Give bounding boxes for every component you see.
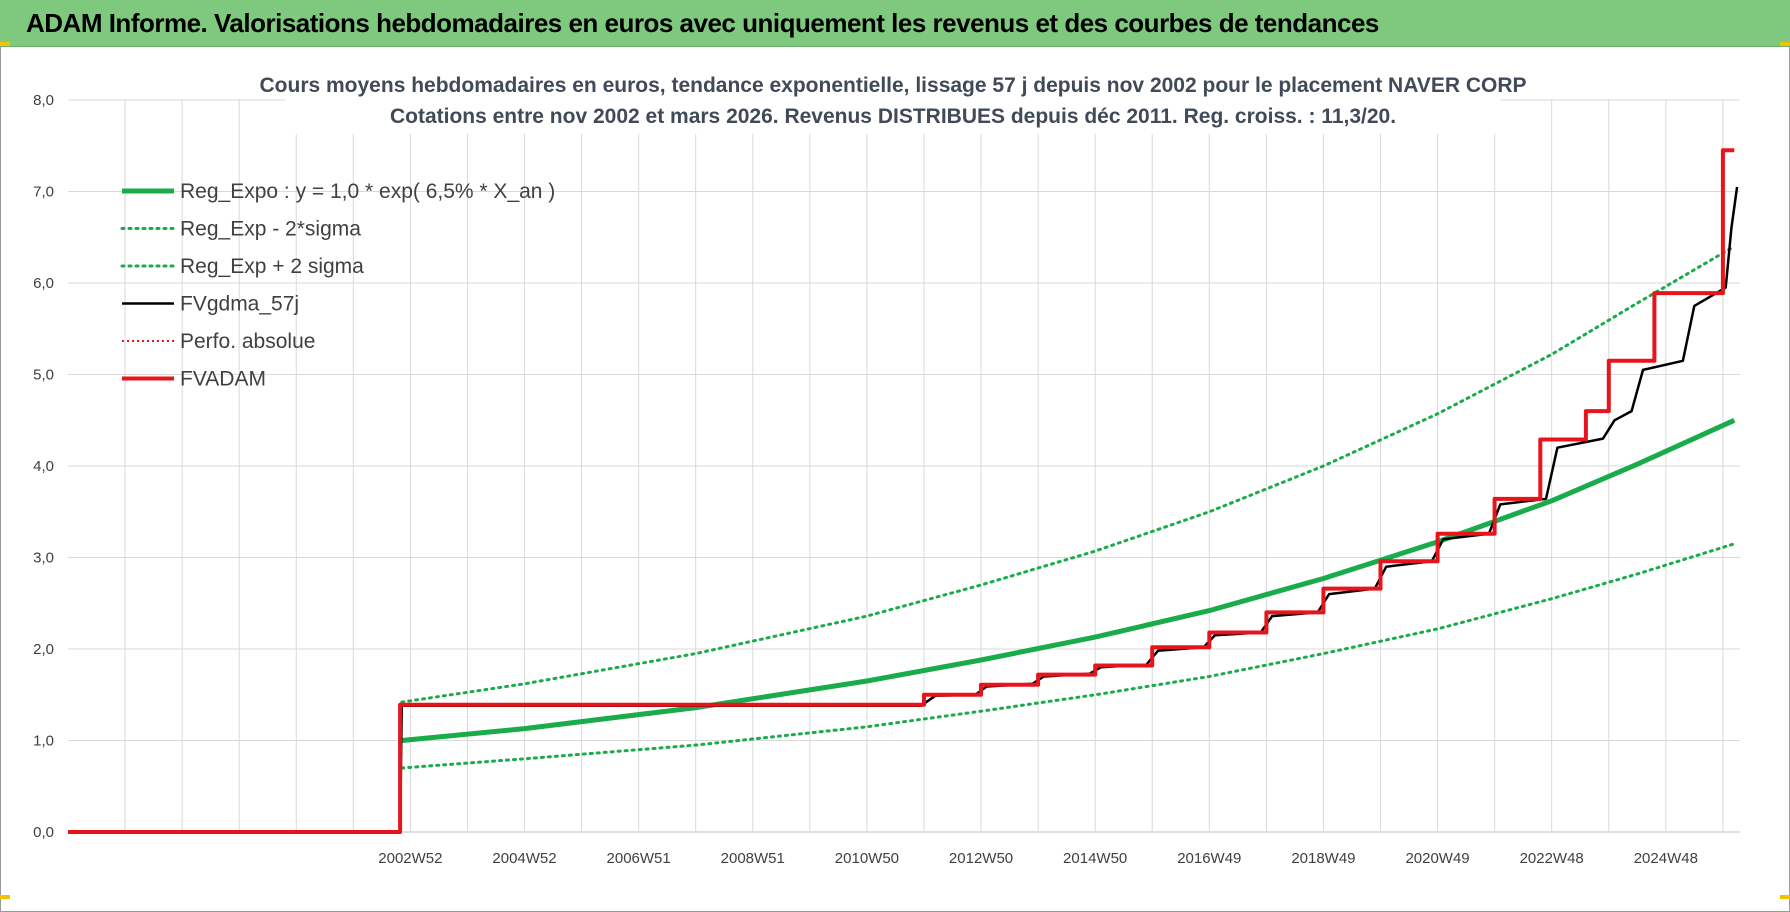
series-line-5 xyxy=(68,148,1735,834)
x-tick-label: 2016W49 xyxy=(1177,850,1241,867)
x-tick-label: 2014W50 xyxy=(1063,850,1127,867)
x-tick-label: 2004W52 xyxy=(492,850,556,867)
corner-mark xyxy=(0,42,10,46)
x-tick-label: 2006W51 xyxy=(607,850,671,867)
y-tick-label: 3,0 xyxy=(33,550,54,567)
legend-label: Perfo. absolue xyxy=(180,330,315,353)
series-line-3 xyxy=(400,244,1736,704)
x-axis: 2002W52 2004W52 2006W51 2008W51 2010W50 2012W… xyxy=(378,850,1698,867)
corner-mark xyxy=(0,895,10,899)
chart-series xyxy=(68,148,1739,834)
y-axis: 0,0 1,0 2,0 3,0 4,0 5,0 6,0 7,0 8,0 xyxy=(33,92,54,841)
legend-label: Reg_Exp + 2 sigma xyxy=(180,255,364,278)
y-tick-label: 5,0 xyxy=(33,367,54,384)
chart-title-background xyxy=(285,66,1500,134)
chart-title-line2: Cotations entre nov 2002 et mars 2026. R… xyxy=(390,105,1396,128)
legend-label: FVADAM xyxy=(180,368,266,391)
chart-legend: Reg_Expo : y = 1,0 * exp( 6,5% * X_an ) R… xyxy=(120,180,555,391)
x-tick-label: 2018W49 xyxy=(1291,850,1355,867)
legend-label: FVgdma_57j xyxy=(180,293,299,316)
y-tick-label: 6,0 xyxy=(33,275,54,292)
x-tick-label: 2010W50 xyxy=(835,850,899,867)
x-tick-label: 2002W52 xyxy=(378,850,442,867)
x-tick-label: 2008W51 xyxy=(721,850,785,867)
x-tick-label: 2012W50 xyxy=(949,850,1013,867)
y-tick-label: 4,0 xyxy=(33,458,54,475)
series-line-2 xyxy=(400,542,1736,770)
x-tick-label: 2024W48 xyxy=(1634,850,1698,867)
chart-grid xyxy=(68,99,1740,833)
report-header: ADAM Informe. Valorisations hebdomadaire… xyxy=(0,0,1790,47)
chart-title-box: Cours moyens hebdomadaires en euros, ten… xyxy=(260,66,1527,134)
legend-label: Reg_Exp - 2*sigma xyxy=(180,218,361,241)
report-title: ADAM Informe. Valorisations hebdomadaire… xyxy=(26,8,1379,38)
x-tick-label: 2022W48 xyxy=(1520,850,1584,867)
legend-label: Reg_Expo : y = 1,0 * exp( 6,5% * X_an ) xyxy=(180,180,555,203)
y-tick-label: 8,0 xyxy=(33,92,54,109)
series-line-1 xyxy=(401,418,1736,743)
y-tick-label: 0,0 xyxy=(33,824,54,841)
x-tick-label: 2020W49 xyxy=(1405,850,1469,867)
corner-mark xyxy=(1780,895,1790,899)
series-line-4 xyxy=(68,186,1739,834)
y-tick-label: 2,0 xyxy=(33,641,54,658)
chart-title-line1: Cours moyens hebdomadaires en euros, ten… xyxy=(260,74,1527,97)
y-tick-label: 7,0 xyxy=(33,184,54,201)
y-tick-label: 1,0 xyxy=(33,733,54,750)
corner-mark xyxy=(1780,42,1790,46)
